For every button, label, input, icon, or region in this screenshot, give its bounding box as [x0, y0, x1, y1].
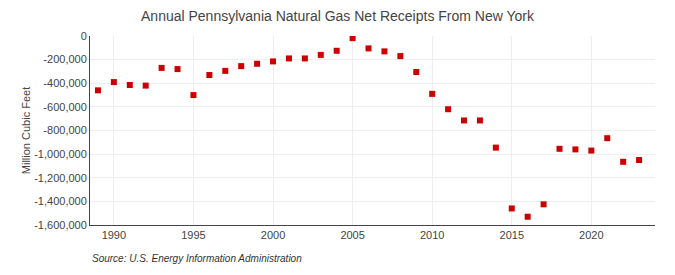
svg-text:-1,600,000: -1,600,000 [34, 219, 87, 231]
svg-text:2000: 2000 [261, 229, 285, 241]
svg-text:2020: 2020 [579, 229, 603, 241]
svg-text:-1,000,000: -1,000,000 [34, 148, 87, 160]
svg-text:-600,000: -600,000 [43, 101, 86, 113]
svg-text:-1,400,000: -1,400,000 [34, 195, 87, 207]
svg-text:2015: 2015 [500, 229, 524, 241]
svg-text:1995: 1995 [181, 229, 205, 241]
svg-text:Source: U.S. Energy Informatio: Source: U.S. Energy Information Administ… [92, 253, 302, 264]
svg-text:1990: 1990 [102, 229, 126, 241]
svg-text:Annual Pennsylvania Natural Ga: Annual Pennsylvania Natural Gas Net Rece… [141, 8, 535, 24]
svg-text:-400,000: -400,000 [43, 77, 86, 89]
svg-text:-1,200,000: -1,200,000 [34, 172, 87, 184]
svg-text:2010: 2010 [420, 229, 444, 241]
svg-text:-800,000: -800,000 [43, 124, 86, 136]
svg-text:0: 0 [81, 30, 87, 42]
svg-text:2005: 2005 [340, 229, 364, 241]
svg-text:Million Cubic Feet: Million Cubic Feet [20, 87, 32, 174]
svg-text:-200,000: -200,000 [43, 53, 86, 65]
